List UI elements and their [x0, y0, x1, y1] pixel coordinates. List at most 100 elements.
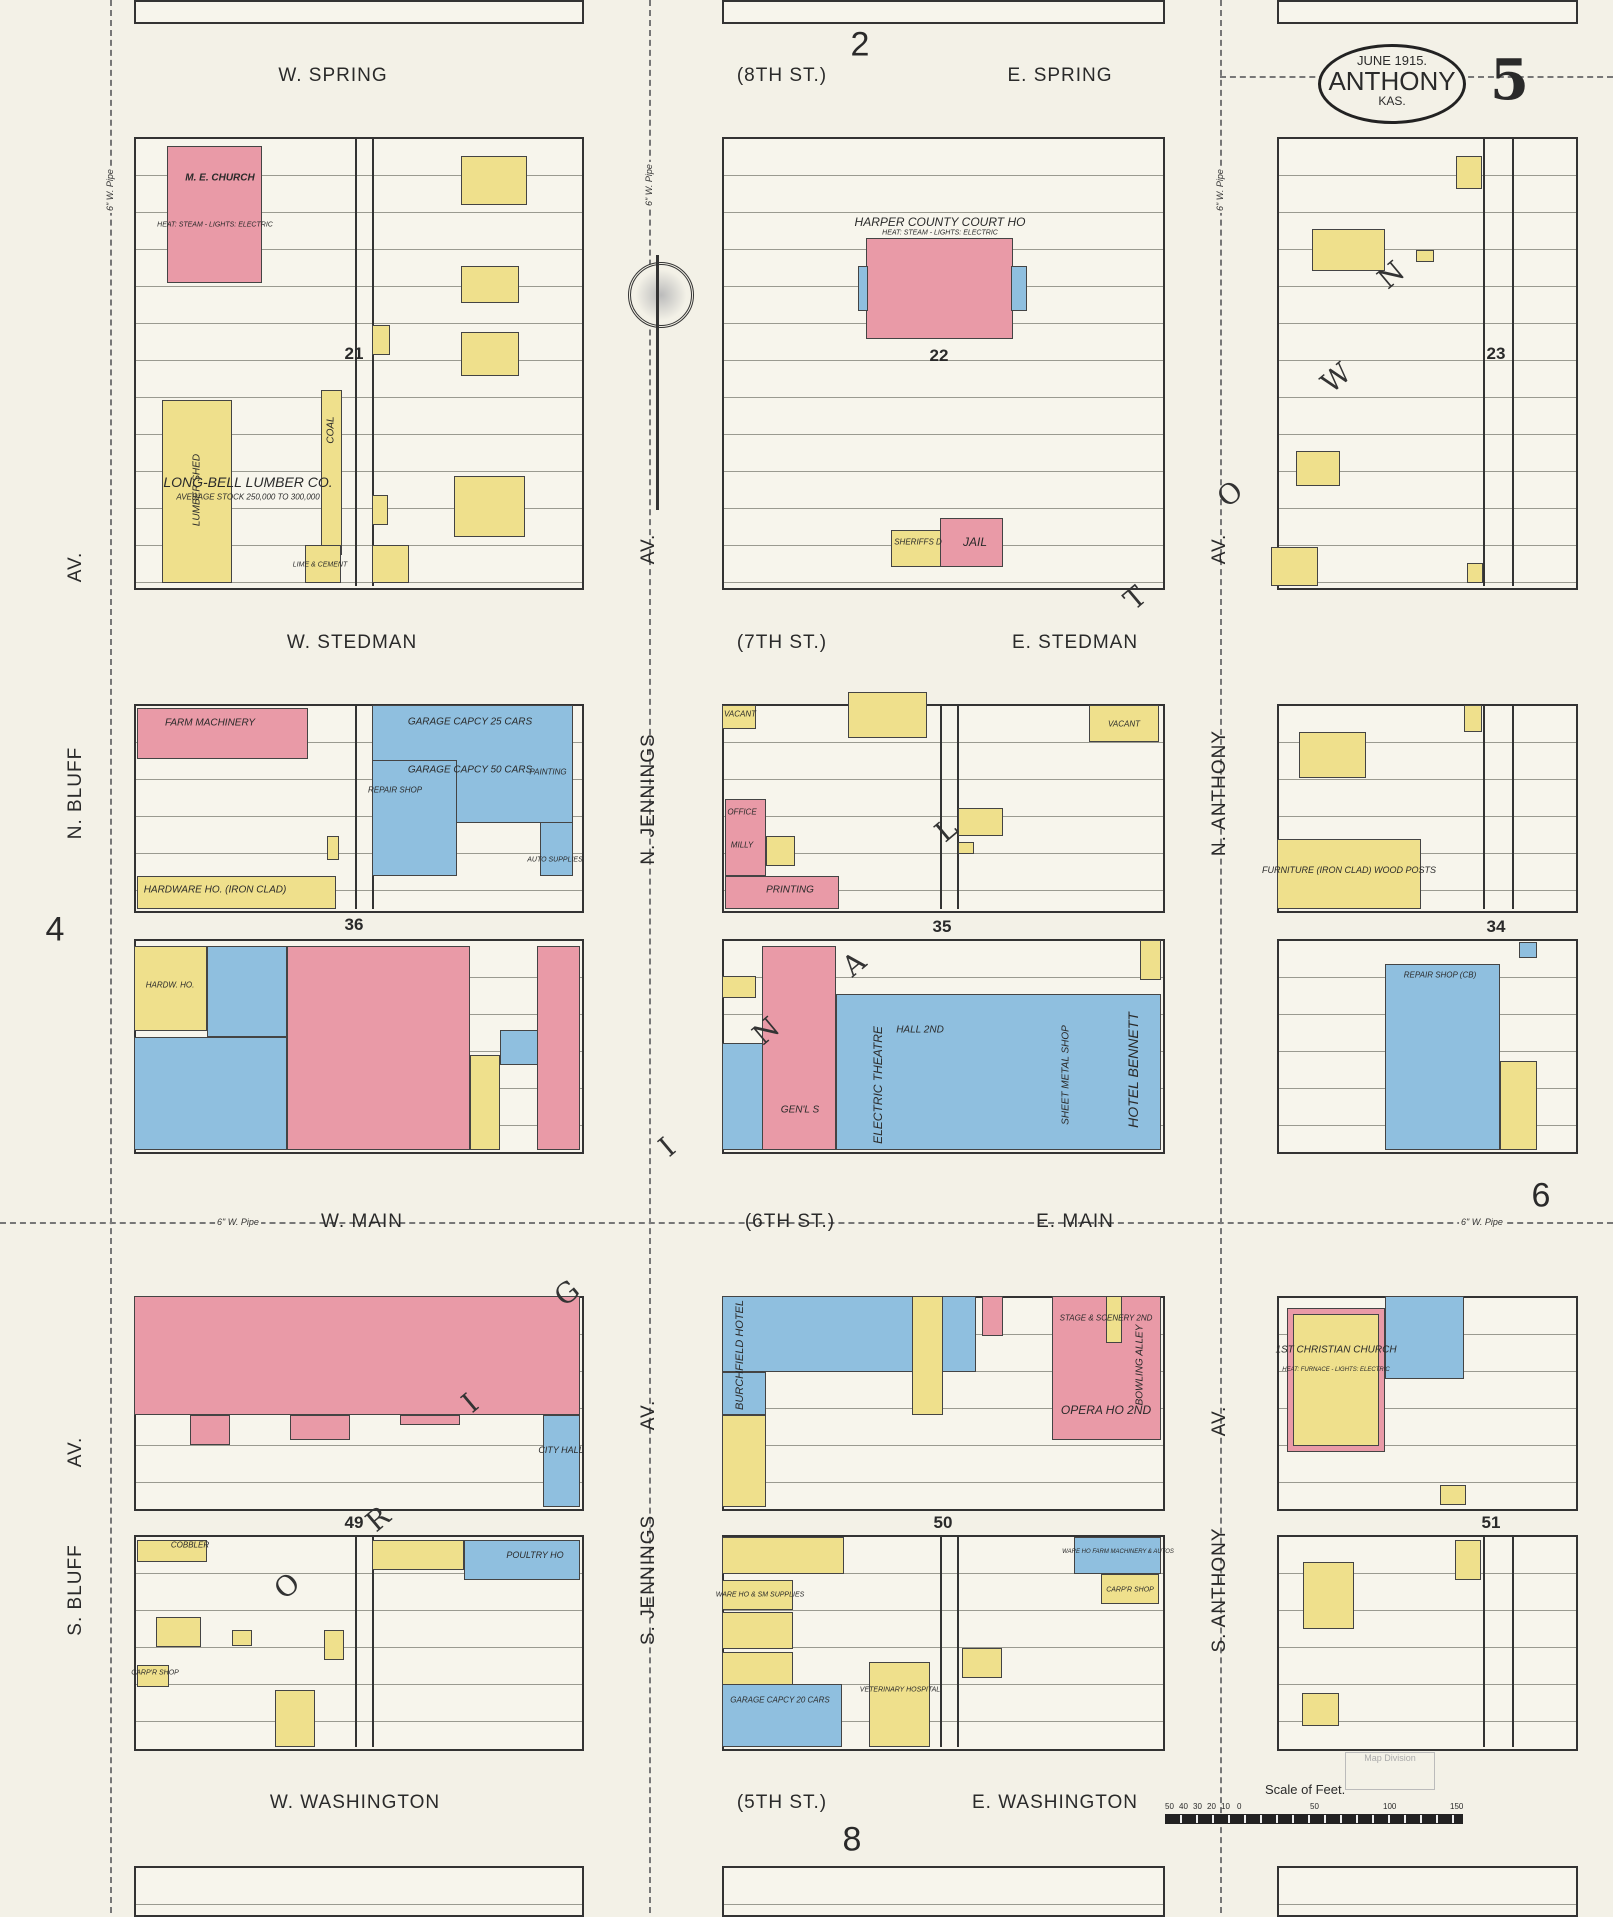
frame-building [912, 1296, 943, 1415]
street-n-bluff: N. BLUFF [65, 746, 86, 840]
brick-building [287, 946, 470, 1150]
title-cartouche: JUNE 1915. ANTHONY KAS. [1318, 44, 1466, 124]
water-pipe [649, 0, 651, 1913]
frame-building [766, 836, 795, 866]
brick-building [167, 146, 262, 283]
adjoining-sheet-number: 2 [850, 25, 870, 64]
water-pipe-label: 6" W. Pipe [1215, 167, 1225, 213]
alley-line [1483, 137, 1485, 586]
water-pipe-label: 6" W. Pipe [105, 167, 115, 213]
alley-line [1512, 137, 1514, 586]
street-w-main: W. MAIN [321, 1211, 403, 1232]
scale-tick: 50 [1165, 1802, 1174, 1811]
coal-label: COAL [325, 416, 337, 444]
frame-building [1303, 1562, 1354, 1629]
frame-building [1296, 451, 1340, 486]
block-number: 49 [344, 1513, 364, 1532]
north-arrow-icon [656, 255, 659, 510]
frame-building [461, 332, 519, 376]
vacant-label: VACANT [723, 709, 757, 719]
street-av: AV. [638, 533, 659, 565]
scale-tick: 10 [1221, 1802, 1230, 1811]
brick-building [134, 1296, 580, 1415]
stone-building [540, 822, 573, 876]
scale-tick: 30 [1193, 1802, 1202, 1811]
furniture-label: FURNITURE (IRON CLAD) WOOD POSTS [1261, 865, 1437, 875]
frame-building [275, 1690, 315, 1747]
frame-building [156, 1617, 201, 1647]
frame-building [722, 1537, 844, 1574]
jail-label: JAIL [962, 535, 988, 549]
street-w-spring: W. SPRING [278, 65, 388, 86]
carp-shop-label: CARP'R SHOP [131, 1669, 179, 1677]
street-e-washington: E. WASHINGTON [971, 1792, 1139, 1813]
vacant-label: VACANT [1107, 719, 1141, 729]
scale-tick: 40 [1179, 1802, 1188, 1811]
block-number: 50 [933, 1513, 953, 1532]
frame-building [1299, 732, 1366, 778]
adjoining-sheet-number: 8 [842, 1820, 862, 1859]
courthouse-heat-label: HEAT: STEAM - LIGHTS: ELECTRIC [882, 229, 998, 237]
alley-line [957, 704, 959, 909]
repair-shop-cb-label: REPAIR SHOP (CB) [1403, 970, 1477, 980]
bowling-alley-label: BOWLING ALLEY [1134, 1324, 1146, 1406]
frame-building [232, 1630, 252, 1646]
hardware-ironclad-label: HARDWARE HO. (IRON CLAD) [143, 884, 287, 896]
frame-building [869, 1662, 930, 1747]
garage-25-label: GARAGE CAPCY 25 CARS [407, 716, 533, 728]
compass-rose-icon [628, 262, 694, 328]
city-block [134, 1866, 584, 1917]
map-date: JUNE 1915. [1356, 53, 1428, 68]
garage-50-label: GARAGE CAPCY 50 CARS [407, 764, 533, 776]
sheet-metal-label: SHEET METAL SHOP [1060, 1025, 1072, 1125]
stone-building [543, 1415, 580, 1507]
stone-building [858, 266, 868, 311]
frame-building [1271, 547, 1318, 586]
block-number: 36 [344, 915, 364, 934]
city-block [1277, 0, 1578, 24]
stone-building [1385, 1296, 1464, 1379]
frame-building [1101, 1574, 1159, 1604]
courthouse-label: HARPER COUNTY COURT HO [854, 215, 1026, 229]
stage-scenery-label: STAGE & SCENERY 2ND [1059, 1313, 1153, 1323]
water-pipe-label: 6" W. Pipe [1459, 1217, 1505, 1227]
frame-building [1464, 705, 1482, 732]
hardware-label: HARDW. HO. [145, 980, 195, 990]
farm-mach-ware-label: WARE HO FARM MACHINERY & AUTOS [1062, 1549, 1174, 1555]
frame-building [372, 325, 390, 355]
frame-building [722, 1612, 793, 1649]
brick-building [190, 1415, 230, 1445]
stone-building [722, 1043, 766, 1150]
frame-building [1106, 1296, 1122, 1343]
poultry-house-label: POULTRY HO [506, 1550, 564, 1560]
alley-line [940, 1535, 942, 1747]
church-heat-label: HEAT: STEAM - LIGHTS: ELECTRIC [157, 221, 273, 229]
frame-building [1140, 940, 1161, 980]
block-number: 22 [929, 346, 949, 365]
frame-building [324, 1630, 344, 1660]
printing-label: PRINTING [766, 884, 814, 896]
street-spring-alt: (8TH ST.) [736, 65, 828, 86]
alley-line [1483, 1535, 1485, 1747]
street-w-stedman: W. STEDMAN [286, 632, 418, 653]
alley-line [957, 1535, 959, 1747]
street-w-washington: W. WASHINGTON [269, 1792, 441, 1813]
frame-building [1089, 705, 1159, 742]
christian-church-label: 1ST CHRISTIAN CHURCH [1275, 1344, 1397, 1356]
street-washington-alt: (5TH ST.) [736, 1792, 828, 1813]
frame-building [134, 946, 207, 1031]
burchfield-hotel-label: BURCHFIELD HOTEL [734, 1299, 746, 1411]
stone-building [372, 760, 457, 876]
street-e-stedman: E. STEDMAN [1011, 632, 1139, 653]
frame-building [461, 156, 527, 205]
street-av: AV. [1209, 533, 1230, 565]
stone-building [836, 994, 1161, 1150]
city-block [1277, 137, 1578, 590]
frame-building [1500, 1061, 1537, 1150]
adjoining-sheet-number: 4 [45, 910, 65, 949]
stone-building [722, 1684, 842, 1747]
stone-building [1074, 1537, 1161, 1574]
street-n-anthony: N. ANTHONY [1209, 729, 1230, 857]
repair-shop-label: REPAIR SHOP [367, 785, 423, 795]
city-hall-label: CITY HALL [538, 1445, 584, 1455]
